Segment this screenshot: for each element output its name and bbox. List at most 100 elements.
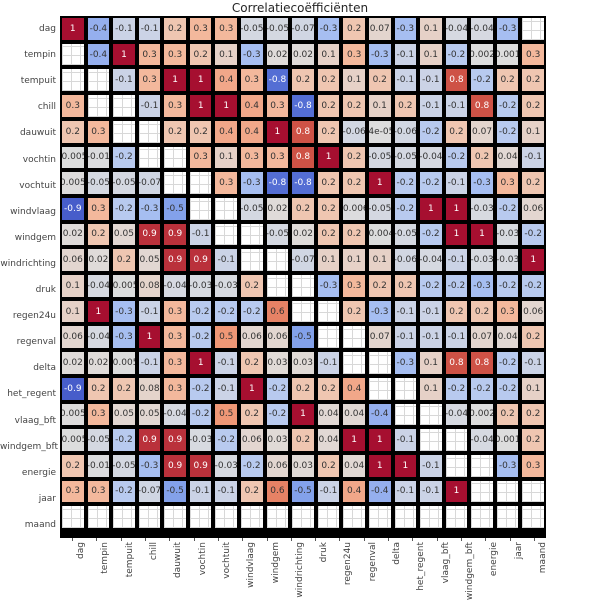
- heatmap-cell-value: 0.3: [219, 23, 234, 34]
- heatmap-cell: -0.04: [443, 16, 470, 42]
- heatmap-cell: -0.3: [111, 298, 137, 325]
- heatmap-cell: [520, 478, 546, 505]
- heatmap-cell: 0.4: [341, 478, 367, 505]
- heatmap-cell: -0.2: [520, 273, 546, 299]
- heatmap-cell-value: -0.2: [498, 357, 517, 368]
- heatmap-cell: 0.2: [341, 93, 367, 119]
- heatmap-cell: 0.06: [264, 452, 291, 479]
- heatmap-cell-value: 0.2: [321, 460, 336, 471]
- heatmap-cell-value: 0.2: [346, 306, 362, 317]
- x-axis-tick-mark: [315, 538, 317, 541]
- heatmap-cell: 0.2: [187, 118, 214, 145]
- y-axis-label-druk: druk: [35, 285, 56, 296]
- heatmap-cell: -0.1: [136, 298, 163, 325]
- heatmap-cell: -0.05: [239, 16, 265, 42]
- heatmap-cell-value: -0.3: [115, 306, 133, 317]
- heatmap-cell-value: -0.2: [191, 409, 210, 420]
- heatmap-cell-value: -0.03: [189, 280, 213, 291]
- heatmap-cell-value: -0.3: [140, 460, 159, 471]
- heatmap-cell-value: -0.03: [495, 255, 520, 266]
- heatmap-cell-value: -0.004: [368, 229, 393, 240]
- y-axis-label-dag: dag: [39, 24, 56, 35]
- heatmap-cell-value: -0.2: [498, 383, 517, 394]
- heatmap-cell: 0.3: [162, 41, 188, 68]
- heatmap-cell: -0.3: [392, 350, 419, 376]
- heatmap-cell: -0.2: [213, 427, 240, 453]
- heatmap-cell: 0.3: [520, 41, 546, 68]
- heatmap-cell-value: -0.4: [370, 486, 389, 497]
- heatmap-cell-value: 0.2: [116, 383, 132, 394]
- heatmap-cell-value: 0.3: [91, 486, 106, 497]
- y-axis-label-windrichting: windrichting: [0, 258, 56, 269]
- heatmap-cell-value: -0.04: [419, 255, 443, 266]
- heatmap-cell-value: -0.04: [86, 332, 111, 343]
- heatmap-cell: 0.9: [162, 427, 188, 453]
- heatmap-cell-value: 0.03: [292, 460, 314, 471]
- heatmap-cell-value: 1: [197, 357, 204, 368]
- heatmap-cell-value: -0.06: [393, 255, 417, 266]
- heatmap-cell: 0.3: [162, 324, 188, 351]
- heatmap-cell: -0.1: [418, 452, 444, 479]
- heatmap-cell: -0.04: [418, 247, 444, 273]
- heatmap-cell: -0.8: [290, 170, 316, 196]
- heatmap-cell: 0.2: [341, 221, 367, 248]
- heatmap-cell-value: 1: [197, 100, 204, 111]
- heatmap-cell: 0.03: [290, 452, 316, 479]
- heatmap-cell-value: 0.2: [321, 178, 336, 189]
- heatmap-cell-value: 0.07: [369, 23, 390, 34]
- heatmap-cell-value: -0.2: [191, 306, 210, 317]
- heatmap-cell: 0.06: [520, 195, 546, 222]
- heatmap-cell-value: 0.005: [60, 409, 86, 420]
- heatmap-cell: 0.5: [213, 324, 240, 351]
- heatmap-cell-value: -0.2: [422, 229, 440, 240]
- heatmap-cell: 0.9: [162, 247, 188, 273]
- x-axis-tick-mark: [339, 538, 341, 541]
- heatmap-cell-value: 0.2: [295, 203, 311, 214]
- heatmap-cell: 0.2: [392, 273, 419, 299]
- heatmap-cell: -0.2: [494, 93, 521, 119]
- heatmap-cell-value: 1: [274, 126, 281, 137]
- heatmap-cell: 1: [341, 427, 367, 453]
- heatmap-cell: 0.2: [494, 401, 521, 428]
- heatmap-cell: 0.2: [111, 247, 137, 273]
- x-axis-tick-mark: [509, 538, 511, 541]
- heatmap-cell: [187, 170, 214, 196]
- heatmap-cell: -0.3: [494, 452, 521, 479]
- heatmap-cell-value: -0.8: [268, 178, 287, 189]
- heatmap-cell: 1: [213, 93, 240, 119]
- heatmap-cell-value: 0.8: [449, 75, 464, 86]
- heatmap-cell: [85, 93, 112, 119]
- heatmap-cell: 0.001: [494, 427, 521, 453]
- y-axis-label-regenval: regenval: [16, 337, 56, 348]
- heatmap-cell-value: -0.1: [191, 229, 210, 240]
- heatmap-cell: -0.5: [290, 478, 316, 505]
- heatmap-cell-value: 0.2: [321, 383, 336, 394]
- heatmap-cell-value: 0.1: [526, 126, 541, 137]
- heatmap-cell: 0.4: [239, 118, 265, 145]
- heatmap-cell-value: 0.2: [167, 23, 183, 34]
- heatmap-cell-value: -0.2: [191, 383, 210, 394]
- heatmap-cell-value: 0.9: [193, 460, 208, 471]
- heatmap-cell-value: 0.4: [244, 126, 259, 137]
- heatmap-cell: [60, 534, 86, 538]
- heatmap-cell: 0.5: [213, 401, 240, 428]
- heatmap-cell: -0.2: [392, 195, 419, 222]
- heatmap-cell-value: -0.1: [191, 486, 210, 497]
- x-axis-tick-mark: [436, 538, 438, 541]
- heatmap-cell: 0.2: [520, 401, 546, 428]
- heatmap-cell: 0.02: [60, 350, 86, 376]
- heatmap-cell: [392, 375, 419, 402]
- heatmap-cell: 0.1: [418, 41, 444, 68]
- heatmap-cell: -0.004: [366, 221, 393, 248]
- heatmap-cell: 0.2: [239, 401, 265, 428]
- heatmap-cell-value: -0.1: [422, 100, 440, 111]
- heatmap-cell: [341, 530, 367, 534]
- y-axis-label-windvlaag: windvlaag: [10, 206, 56, 217]
- heatmap-cell: [264, 247, 291, 273]
- heatmap-cell: 0.06: [520, 298, 546, 325]
- heatmap-cell-value: 0.2: [474, 152, 490, 163]
- heatmap-cell: 1: [290, 401, 316, 428]
- heatmap-cell: 0.05: [111, 401, 137, 428]
- heatmap-cell: -0.3: [315, 16, 342, 42]
- heatmap-cell-value: 0.3: [142, 75, 157, 86]
